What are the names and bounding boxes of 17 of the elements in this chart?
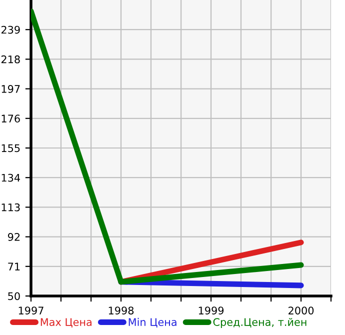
y-tick-label: 92 [8,233,20,241]
y-tick-label: 197 [2,85,20,93]
x-tick-label: 1999 [198,306,224,314]
x-tick-label: 1997 [18,306,44,314]
x-tick-label: 1998 [108,306,134,314]
legend-label: Сред.Цена, т.йен [213,318,306,328]
y-tick-label: 155 [2,144,20,152]
y-tick-label: 134 [2,174,20,182]
y-tick-label: 113 [2,203,20,212]
x-tick-label: 2000 [288,306,314,314]
y-tick-label: 71 [8,262,20,270]
legend-label: Min Цена [128,318,176,328]
y-tick-label: 176 [2,114,20,123]
y-tick-label: 218 [1,55,20,64]
y-tick-label: 50 [8,292,20,300]
y-tick-label: 239 [1,26,20,34]
legend-label: Max Цена [40,318,92,328]
